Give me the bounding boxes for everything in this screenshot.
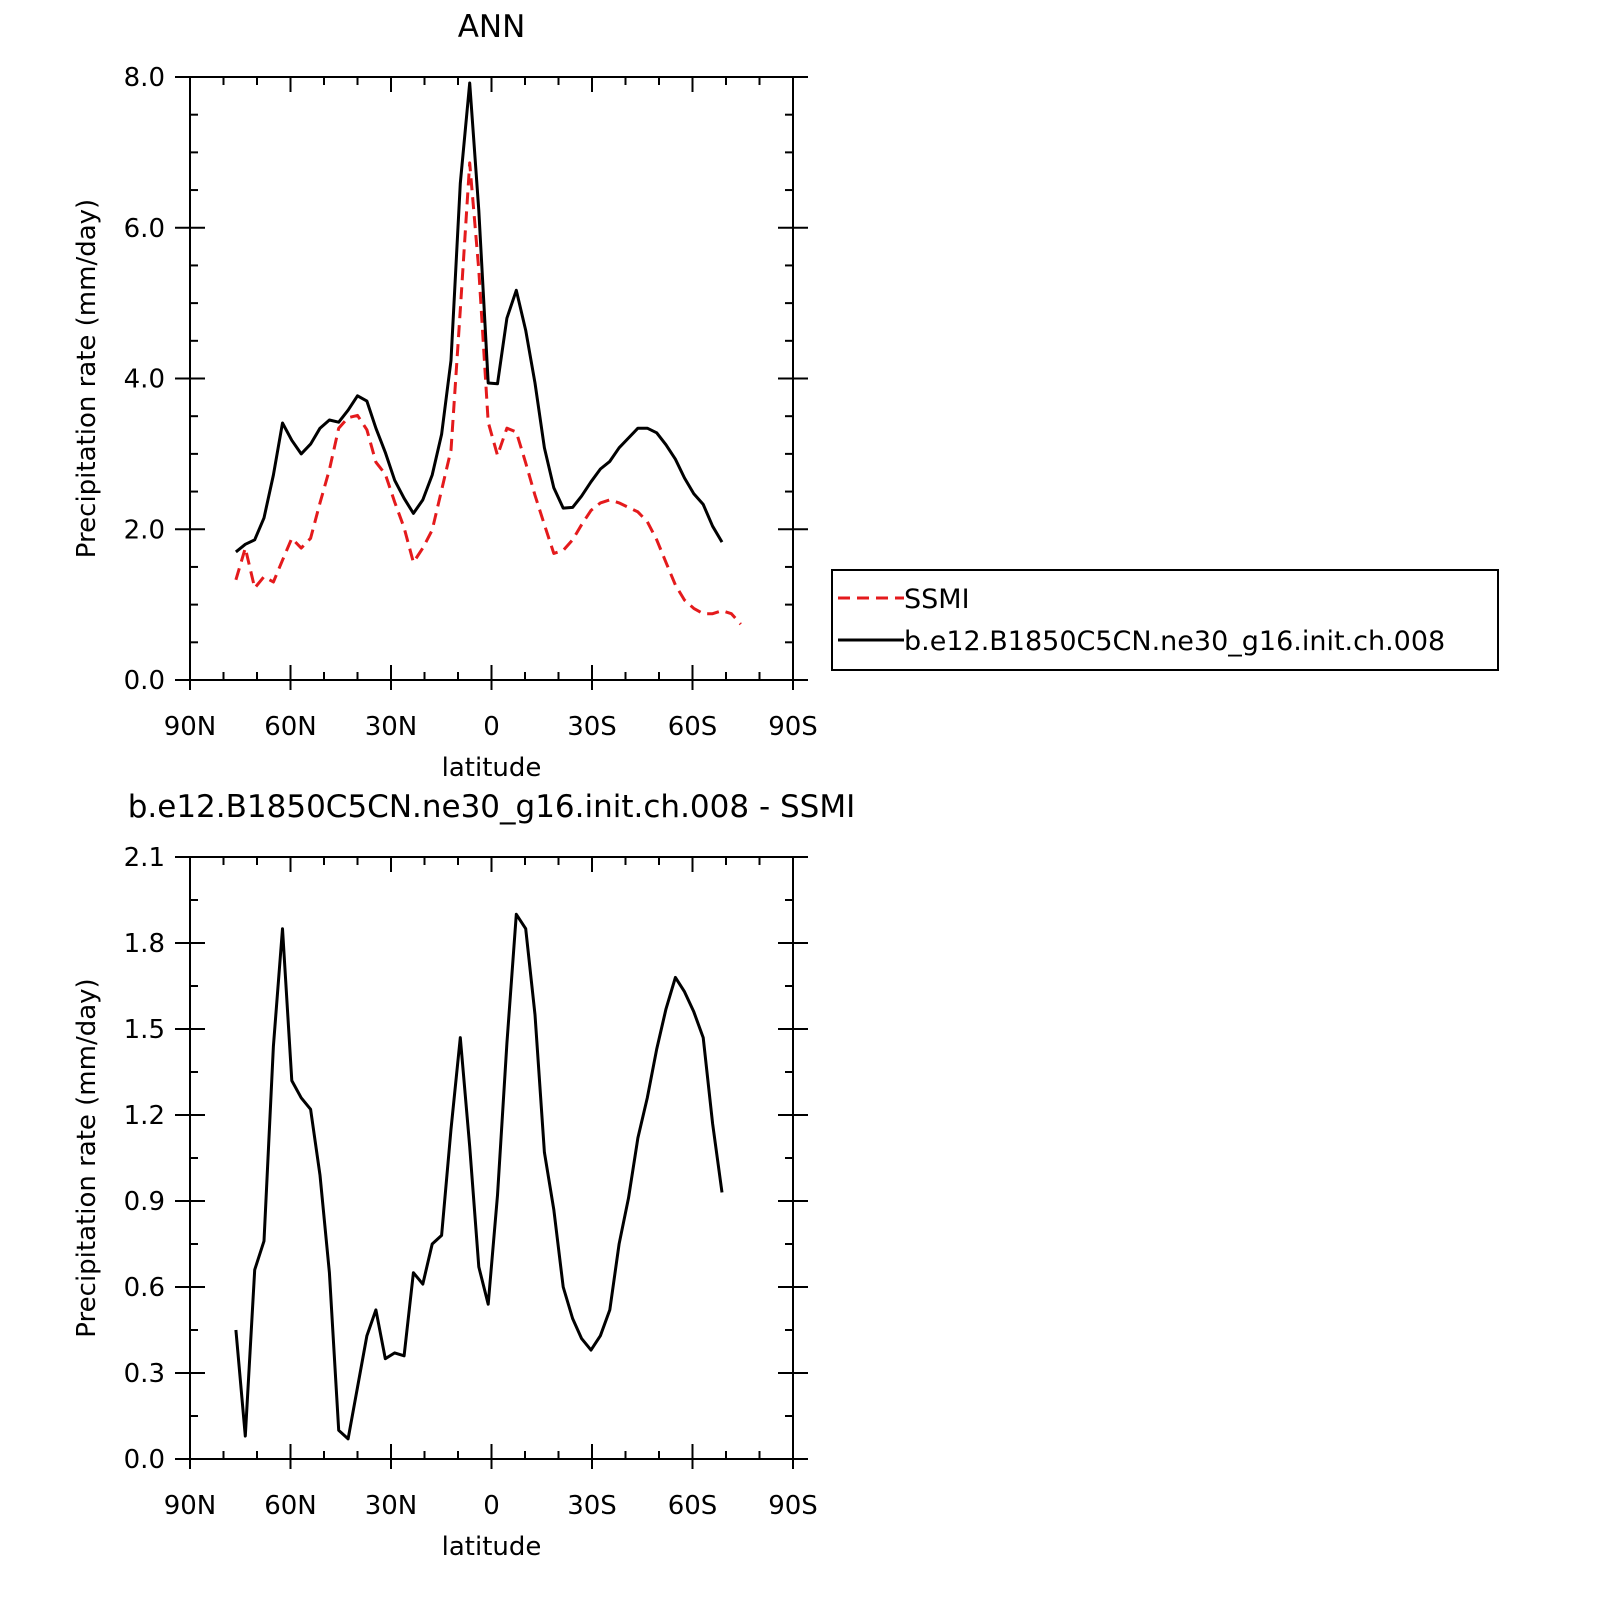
- legend-label: SSMI: [904, 584, 970, 615]
- x-tick-label: 90N: [164, 712, 217, 742]
- y-tick-label: 2.0: [124, 515, 165, 545]
- data-line: [234, 81, 724, 554]
- y-tick-label: 0.6: [124, 1273, 165, 1303]
- y-tick-label: 1.2: [124, 1101, 165, 1131]
- x-axis-label: latitude: [442, 1532, 542, 1562]
- x-tick-label: 60S: [668, 712, 718, 742]
- y-axis-label: Precipitation rate (mm/day): [72, 199, 102, 558]
- y-tick-label: 0.3: [124, 1359, 165, 1389]
- plot-frame: [189, 856, 794, 1460]
- x-tick-label: 60N: [264, 1491, 317, 1521]
- chart-title: ANN: [458, 9, 526, 45]
- x-tick-label: 0: [483, 1491, 500, 1521]
- x-tick-label: 90N: [164, 1491, 217, 1521]
- y-tick-label: 1.8: [124, 929, 165, 959]
- y-tick-label: 0.0: [124, 666, 165, 696]
- chart-title: b.e12.B1850C5CN.ne30_g16.init.ch.008 - S…: [128, 789, 856, 825]
- x-tick-label: 30S: [567, 712, 617, 742]
- y-tick-label: 4.0: [124, 365, 165, 395]
- y-tick-label: 1.5: [124, 1015, 165, 1045]
- y-axis-label: Precipitation rate (mm/day): [72, 978, 102, 1337]
- y-tick-label: 0.0: [124, 1445, 165, 1475]
- x-tick-label: 90S: [768, 712, 818, 742]
- legend-label: b.e12.B1850C5CN.ne30_g16.init.ch.008: [904, 626, 1445, 657]
- x-axis-label: latitude: [442, 753, 542, 783]
- legend-box: [831, 569, 1499, 671]
- x-tick-label: 30N: [365, 712, 418, 742]
- x-tick-label: 60S: [668, 1491, 718, 1521]
- y-tick-label: 8.0: [124, 63, 165, 93]
- data-line: [234, 161, 742, 626]
- x-tick-label: 30S: [567, 1491, 617, 1521]
- y-tick-label: 0.9: [124, 1187, 165, 1217]
- y-tick-label: 6.0: [124, 214, 165, 244]
- data-line: [234, 912, 724, 1441]
- y-tick-label: 2.1: [124, 843, 165, 873]
- x-tick-label: 0: [483, 712, 500, 742]
- plot-frame: [189, 76, 794, 681]
- x-tick-label: 30N: [365, 1491, 418, 1521]
- x-tick-label: 90S: [768, 1491, 818, 1521]
- x-tick-label: 60N: [264, 712, 317, 742]
